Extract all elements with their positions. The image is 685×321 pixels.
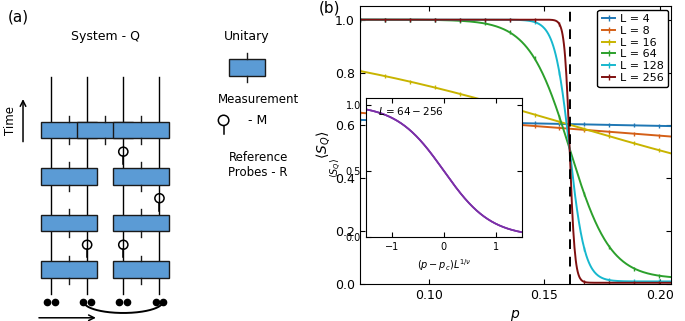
L = 16 [541, 116, 549, 119]
L = 16 [524, 111, 532, 115]
L = 128 [667, 280, 675, 283]
L = 64 [506, 30, 514, 34]
Bar [114, 215, 169, 231]
L = 8 [503, 122, 512, 126]
Line: L = 128: L = 128 [357, 17, 674, 284]
Text: Measurement: Measurement [217, 93, 299, 106]
L = 4 [660, 124, 668, 128]
L = 4 [356, 118, 364, 122]
L = 8 [541, 125, 549, 129]
L = 256 [667, 281, 675, 285]
L = 8 [356, 111, 364, 115]
L = 64 [356, 18, 364, 22]
Y-axis label: $\langle S_Q \rangle$: $\langle S_Q \rangle$ [314, 131, 332, 160]
L = 256 [611, 281, 619, 285]
Bar [114, 122, 169, 138]
L = 16 [611, 136, 619, 140]
Bar [229, 59, 264, 76]
L = 8 [506, 122, 514, 126]
Bar [41, 122, 97, 138]
L = 4 [506, 121, 514, 125]
L = 128 [524, 19, 532, 22]
L = 8 [611, 130, 619, 134]
Line: L = 64: L = 64 [357, 17, 674, 280]
L = 128 [506, 18, 514, 22]
Text: - M: - M [248, 114, 268, 127]
Bar [114, 261, 169, 278]
L = 16 [356, 69, 364, 73]
Text: Time: Time [4, 106, 17, 135]
Bar [41, 168, 97, 185]
L = 16 [506, 106, 514, 109]
L = 8 [660, 134, 668, 138]
L = 64 [667, 275, 675, 279]
L = 128 [356, 18, 364, 22]
L = 64 [524, 47, 532, 51]
L = 256 [356, 18, 364, 22]
Text: Unitary: Unitary [224, 30, 269, 43]
L = 256 [663, 281, 671, 285]
L = 8 [524, 124, 532, 127]
Text: Probes - R: Probes - R [228, 166, 288, 179]
L = 128 [503, 18, 512, 22]
Text: Reference: Reference [228, 151, 288, 164]
L = 16 [667, 152, 675, 155]
Bar [41, 261, 97, 278]
L = 64 [541, 77, 549, 81]
L = 64 [660, 274, 668, 278]
L = 128 [660, 280, 668, 283]
Text: (a): (a) [8, 10, 29, 25]
Text: (b): (b) [319, 1, 340, 16]
L = 64 [503, 29, 512, 33]
Line: L = 256: L = 256 [357, 17, 674, 285]
L = 16 [503, 105, 512, 109]
Bar [114, 168, 169, 185]
L = 8 [667, 134, 675, 138]
L = 4 [667, 124, 675, 128]
L = 4 [503, 121, 512, 125]
Line: L = 16: L = 16 [357, 68, 674, 156]
L = 256 [660, 281, 668, 285]
Line: L = 8: L = 8 [357, 110, 674, 139]
L = 4 [524, 121, 532, 125]
Legend: L = 4, L = 8, L = 16, L = 64, L = 128, L = 256: L = 4, L = 8, L = 16, L = 64, L = 128, L… [597, 10, 668, 87]
Line: L = 4: L = 4 [357, 117, 674, 128]
L = 64 [611, 252, 619, 256]
X-axis label: $p$: $p$ [510, 308, 521, 321]
L = 256 [524, 18, 532, 22]
Text: System - Q: System - Q [71, 30, 140, 43]
L = 256 [541, 18, 549, 22]
Bar [41, 215, 97, 231]
L = 128 [541, 27, 549, 31]
L = 256 [503, 18, 512, 22]
L = 128 [611, 279, 619, 283]
L = 4 [541, 122, 549, 126]
L = 16 [660, 150, 668, 153]
L = 4 [611, 123, 619, 127]
Bar [77, 122, 133, 138]
L = 256 [506, 18, 514, 22]
